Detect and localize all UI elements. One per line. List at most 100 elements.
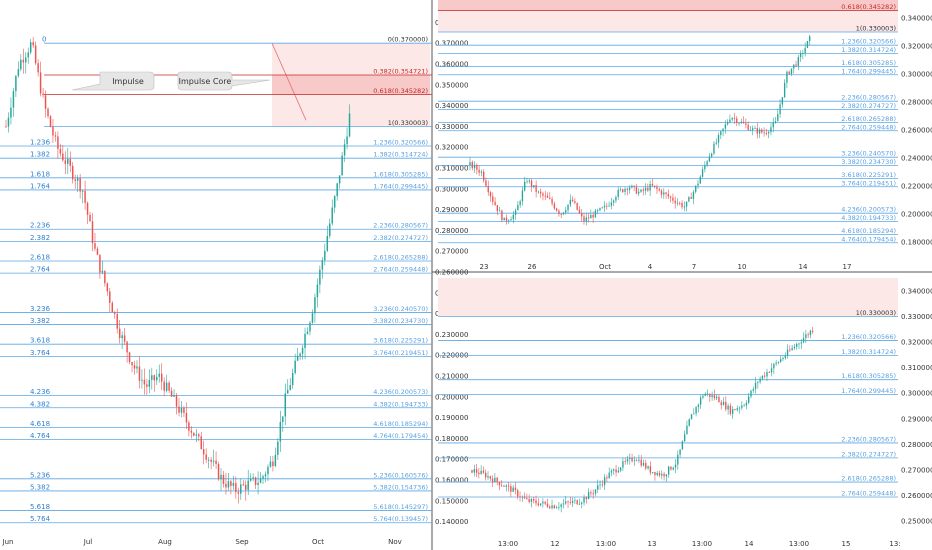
price-tick-label: 0.340000 [901, 15, 932, 23]
candle-body [610, 470, 613, 473]
candle-body [597, 485, 599, 490]
candle-body [279, 421, 282, 442]
price-tick-label: 0.370000 [435, 40, 468, 48]
candle-body [576, 202, 578, 210]
candle-body [658, 189, 660, 191]
candle-body [764, 375, 766, 377]
candle-body [237, 492, 240, 494]
candle-body [67, 158, 69, 164]
candle-body [649, 466, 652, 473]
candle-body [469, 162, 471, 165]
fib-price-label: 0.618(0.345282) [841, 3, 896, 11]
candle-body [542, 193, 544, 196]
price-tick-label: 0.340000 [901, 287, 932, 295]
candle-body [635, 186, 638, 194]
candle-body [743, 405, 745, 407]
candle-body [178, 406, 180, 413]
fib-ratio-label: 2.764 [30, 266, 51, 274]
candle-body [151, 375, 153, 380]
candle-body [727, 405, 729, 410]
candle-body [617, 189, 619, 197]
candle-body [494, 201, 496, 206]
candle-body [780, 359, 782, 362]
price-tick-label: 0.240000 [901, 155, 932, 163]
candle-body [587, 492, 590, 500]
candle-body [121, 335, 123, 339]
fib-ratio-label: 4.618 [30, 420, 50, 428]
candle-body [574, 500, 576, 502]
price-tick-label: 0.180000 [901, 239, 932, 247]
candle-body [7, 117, 10, 127]
fib-price-label: 1(0.330003) [856, 24, 896, 32]
date-tick-label: Oct [312, 538, 324, 546]
candle-body [329, 223, 331, 237]
candle-body [622, 189, 624, 192]
candle-body [326, 236, 329, 251]
candle-body [688, 419, 690, 426]
fib-price-label: 0.618(0.345282) [373, 87, 428, 95]
fib-price-label: 1.618(0.305285) [841, 59, 896, 67]
candle-body [569, 502, 572, 504]
candle-body [519, 201, 521, 205]
candle-body [590, 215, 592, 219]
candle-body [17, 69, 20, 76]
candle-body [22, 59, 25, 63]
candle-body [779, 104, 781, 115]
candle-body [656, 472, 658, 476]
candle-body [478, 169, 480, 173]
candle-body [482, 470, 485, 473]
candle-body [688, 197, 690, 202]
price-tick-label: 0.310000 [435, 165, 468, 173]
callout-impulse-core-box [177, 71, 271, 91]
fib-ratio-label: 5.764 [30, 515, 51, 523]
candle-body [767, 132, 770, 134]
candle-body [749, 129, 752, 131]
candle-body [702, 395, 704, 398]
candle-body [524, 181, 526, 191]
candle-body [503, 217, 505, 221]
candle-body [74, 179, 76, 181]
candle-body [670, 466, 672, 470]
candle-body [535, 500, 537, 504]
candle-body [773, 363, 775, 369]
fib-price-label: 1(0.330003) [856, 309, 896, 317]
fib-price-label: 2.618(0.265288) [373, 254, 428, 262]
candle-body [487, 186, 489, 193]
candle-body [754, 382, 757, 390]
candle-body [585, 217, 587, 222]
price-tick-label: 0.330000 [901, 313, 932, 321]
candle-body [795, 64, 797, 66]
candle-body [699, 176, 701, 184]
candle-body [777, 361, 780, 363]
fib-price-label: 2.382(0.274727) [373, 234, 428, 242]
candle-body [685, 201, 688, 207]
candle-body [321, 260, 324, 270]
price-tick-label: 0.300000 [901, 71, 932, 79]
candle-body [289, 385, 291, 390]
fib-price-label: 1.236(0.320566) [373, 139, 428, 147]
candle-body [772, 122, 774, 128]
candle-body [544, 501, 546, 504]
candle-body [612, 200, 615, 203]
fib-price-label: 1.764(0.299445) [841, 67, 896, 75]
fib-ratio-label: 5.618 [30, 503, 50, 511]
fib-ratio-label: 4.236 [30, 388, 51, 396]
candle-body [709, 393, 711, 398]
candle-body [747, 124, 749, 130]
date-tick-label: 13:00 [498, 540, 518, 548]
candle-body [774, 121, 777, 123]
price-tick-label: 0.350000 [435, 81, 468, 89]
candle-body [766, 372, 768, 377]
candle-body [717, 135, 720, 143]
candle-body [667, 194, 670, 197]
candle-body [215, 460, 217, 465]
candle-body [528, 180, 530, 182]
candle-body [676, 202, 679, 204]
candle-body [647, 466, 649, 469]
candle-body [750, 390, 752, 397]
price-tick-label: 0.170000 [435, 456, 468, 464]
candle-body [54, 135, 57, 137]
candle-body [81, 190, 84, 192]
candle-body [510, 219, 512, 221]
